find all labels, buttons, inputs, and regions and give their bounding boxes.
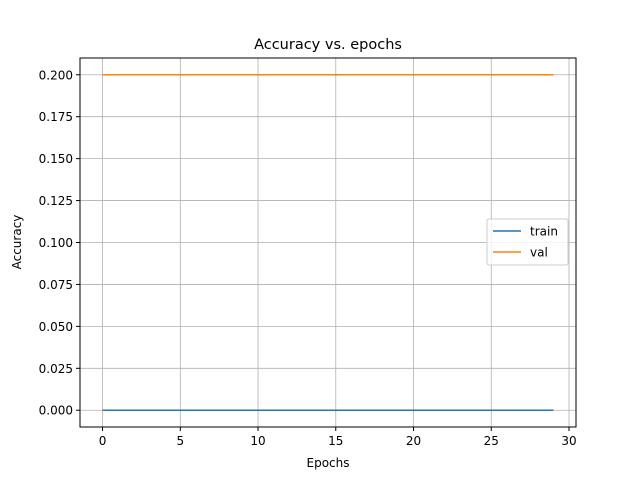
chart-title: Accuracy vs. epochs [254, 37, 402, 53]
y-tick-label: 0.200 [39, 68, 73, 82]
x-tick-label: 30 [561, 434, 576, 448]
legend-label-val: val [530, 246, 548, 260]
x-tick-label: 0 [99, 434, 107, 448]
legend-label-train: train [530, 225, 558, 239]
x-tick-label: 20 [406, 434, 421, 448]
y-axis: 0.000 0.025 0.050 0.075 0.100 0.125 0.150 0.175… [39, 68, 80, 418]
x-tick-label: 10 [250, 434, 265, 448]
x-tick-label: 15 [328, 434, 343, 448]
x-tick-label: 25 [484, 434, 499, 448]
y-axis-label: Accuracy [10, 215, 24, 270]
y-tick-label: 0.025 [39, 362, 73, 376]
x-axis-label: Epochs [307, 456, 350, 470]
y-tick-label: 0.125 [39, 194, 73, 208]
x-axis: 0 5 10 15 20 25 30 [99, 427, 577, 448]
y-tick-label: 0.000 [39, 404, 73, 418]
y-tick-label: 0.150 [39, 152, 73, 166]
y-tick-label: 0.075 [39, 278, 73, 292]
y-tick-label: 0.050 [39, 320, 73, 334]
series-lines [102, 74, 554, 411]
legend: train val [486, 218, 569, 266]
y-tick-label: 0.100 [39, 236, 73, 250]
y-tick-label: 0.175 [39, 110, 73, 124]
x-tick-label: 5 [176, 434, 184, 448]
